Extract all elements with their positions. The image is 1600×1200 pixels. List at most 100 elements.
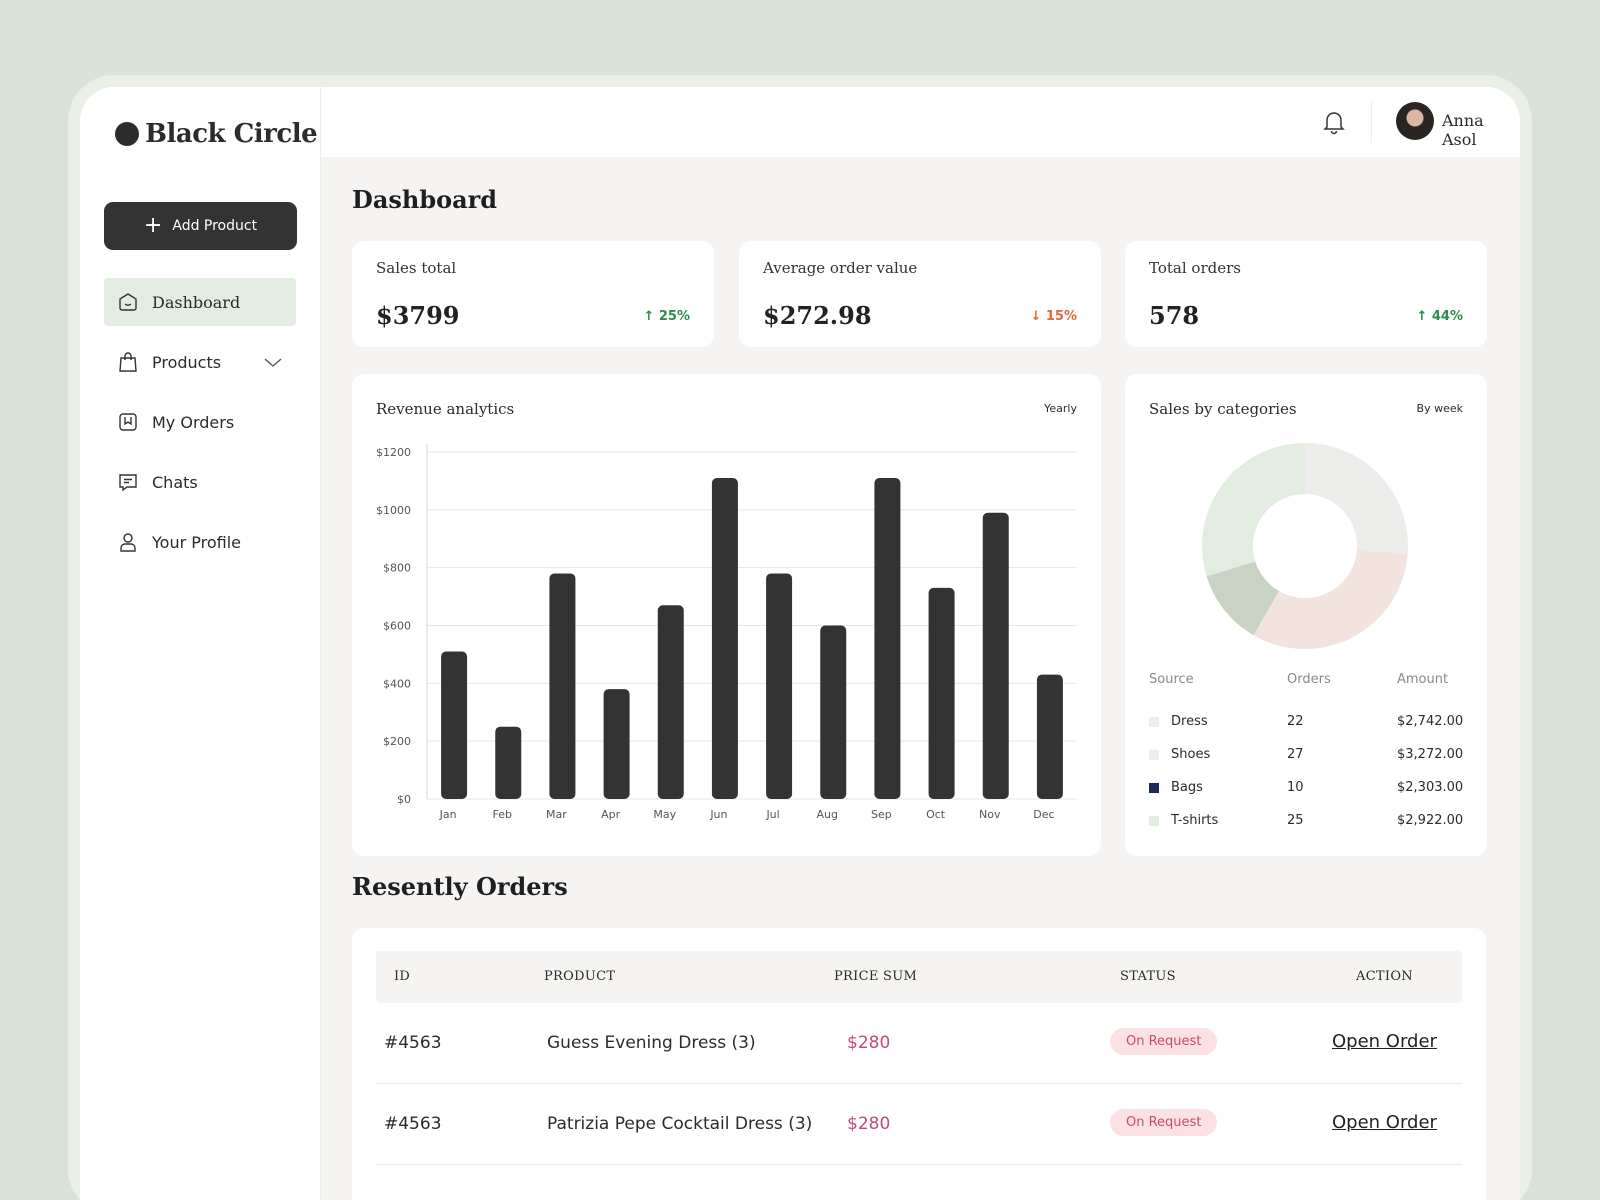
bar-sep[interactable]: [874, 478, 901, 799]
kpi-value: $272.98: [763, 301, 872, 330]
chevron-down-icon[interactable]: [264, 353, 282, 372]
source-label: Bags: [1171, 780, 1203, 795]
y-tick-label: $0: [397, 793, 411, 806]
bar-feb[interactable]: [495, 726, 522, 799]
arrow-down-icon: ↓: [1030, 309, 1046, 324]
legend-swatch: [1149, 782, 1159, 793]
sidebar-item-label: Chats: [152, 472, 198, 492]
slice-bags[interactable]: [1206, 561, 1279, 636]
open-order-link[interactable]: Open Order: [1332, 1112, 1437, 1133]
open-order-link[interactable]: Open Order: [1332, 1031, 1437, 1052]
header-source: Source: [1149, 672, 1194, 687]
avatar[interactable]: [1396, 102, 1434, 140]
amount-value: $2,303.00: [1397, 780, 1464, 795]
bell-icon[interactable]: [1321, 109, 1347, 135]
orders-value: 22: [1287, 714, 1304, 729]
sidebar-item-label: Dashboard: [152, 292, 241, 312]
x-tick-label: Nov: [979, 808, 1001, 821]
amount-value: $3,272.00: [1397, 747, 1464, 762]
x-tick-label: Sep: [871, 808, 892, 821]
card-title: Revenue analytics: [376, 400, 515, 418]
x-tick-label: May: [653, 808, 676, 821]
list-item: T-shirts 25 $2,922.00: [1149, 804, 1464, 837]
sidebar-item-dashboard[interactable]: Dashboard: [104, 278, 296, 326]
categories-table: Source Orders Amount Dress 22 $2,742.00 …: [1149, 672, 1464, 837]
bar-may[interactable]: [657, 605, 684, 799]
section-title: Resently Orders: [352, 872, 568, 901]
brand-name: Black Circle: [145, 119, 318, 149]
bar-nov[interactable]: [982, 512, 1009, 799]
recent-orders-table: ID PRODUCT PRICE SUM STATUS ACTION #4563…: [352, 928, 1486, 1200]
kpi-trend: ↑ 44%: [1416, 309, 1463, 324]
order-id: #4563: [384, 1114, 442, 1134]
x-tick-label: Jul: [765, 808, 779, 821]
add-product-button[interactable]: + Add Product: [104, 202, 297, 250]
header-orders: Orders: [1287, 672, 1331, 687]
bar-apr[interactable]: [603, 689, 630, 799]
product-name: Guess Evening Dress (3): [547, 1033, 756, 1053]
order-id: #4563: [384, 1033, 442, 1053]
logo-circle-icon: [115, 122, 139, 146]
sidebar-item-your-profile[interactable]: Your Profile: [104, 518, 296, 566]
plus-icon: +: [143, 213, 163, 238]
sidebar-item-chats[interactable]: Chats: [104, 458, 296, 506]
bar-oct[interactable]: [928, 587, 955, 799]
kpi-label: Average order value: [763, 259, 918, 277]
period-filter[interactable]: By week: [1416, 402, 1463, 415]
chat-icon: [117, 471, 139, 493]
period-filter[interactable]: Yearly: [1044, 402, 1077, 415]
status-badge: On Request: [1110, 1109, 1218, 1136]
shopping-bag-icon: [117, 351, 139, 373]
bar-jul[interactable]: [766, 573, 793, 799]
legend-swatch: [1149, 815, 1159, 826]
top-bar: Anna Asol: [321, 87, 1520, 157]
main-content: Dashboard Sales total $3799 ↑ 25% Averag…: [321, 157, 1520, 1200]
categories-table-header: Source Orders Amount: [1149, 672, 1459, 687]
slice-t-shirts[interactable]: [1202, 443, 1305, 577]
y-tick-label: $1200: [376, 446, 411, 459]
kpi-trend: ↑ 25%: [643, 309, 690, 324]
bar-dec[interactable]: [1036, 674, 1063, 799]
kpi-label: Total orders: [1149, 259, 1241, 277]
orders-value: 10: [1287, 780, 1304, 795]
sidebar-item-label: Products: [152, 352, 222, 372]
bar-jun[interactable]: [711, 478, 738, 799]
sidebar-item-products[interactable]: Products: [104, 338, 296, 386]
amount-value: $2,922.00: [1397, 813, 1464, 828]
divider: [1371, 101, 1372, 143]
bar-jan[interactable]: [441, 651, 468, 799]
y-tick-label: $1000: [376, 504, 411, 517]
x-tick-label: Feb: [493, 808, 512, 821]
user-name[interactable]: Anna Asol: [1442, 111, 1484, 149]
slice-dress[interactable]: [1305, 443, 1408, 554]
page-title: Dashboard: [352, 185, 498, 214]
header-amount: Amount: [1397, 672, 1449, 687]
list-item: Dress 22 $2,742.00: [1149, 705, 1463, 738]
bar-aug[interactable]: [820, 625, 847, 800]
kpi-card-average-order-value: Average order value $272.98 ↓ 15%: [739, 241, 1101, 347]
source-label: T-shirts: [1171, 813, 1219, 828]
column-header-id: ID: [394, 969, 411, 984]
orders-value: 25: [1287, 813, 1304, 828]
kpi-value: $3799: [376, 301, 460, 330]
status-badge: On Request: [1110, 1028, 1218, 1055]
add-product-label: Add Product: [172, 218, 258, 234]
slice-shoes[interactable]: [1253, 549, 1408, 649]
column-header-price-sum: PRICE SUM: [834, 969, 918, 984]
kpi-card-total-orders: Total orders 578 ↑ 44%: [1125, 241, 1487, 347]
list-item: Shoes 27 $3,272.00: [1149, 738, 1464, 771]
y-tick-label: $200: [383, 735, 411, 748]
arrow-up-icon: ↑: [1416, 309, 1432, 324]
y-tick-label: $400: [383, 677, 411, 690]
revenue-analytics-card: Revenue analytics Yearly $0 $200 $400 $600 $…: [352, 374, 1101, 856]
list-item: Bags 10 $2,303.00: [1149, 771, 1464, 804]
brand-logo[interactable]: Black Circle: [115, 119, 318, 149]
home-icon: [117, 291, 139, 313]
kpi-label: Sales total: [376, 259, 457, 277]
x-tick-label: Oct: [926, 808, 946, 821]
x-tick-label: Jan: [439, 808, 457, 821]
sidebar-item-my-orders[interactable]: My Orders: [104, 398, 296, 446]
column-header-action: ACTION: [1356, 969, 1413, 984]
bar-mar[interactable]: [549, 573, 576, 799]
arrow-up-icon: ↑: [643, 309, 659, 324]
